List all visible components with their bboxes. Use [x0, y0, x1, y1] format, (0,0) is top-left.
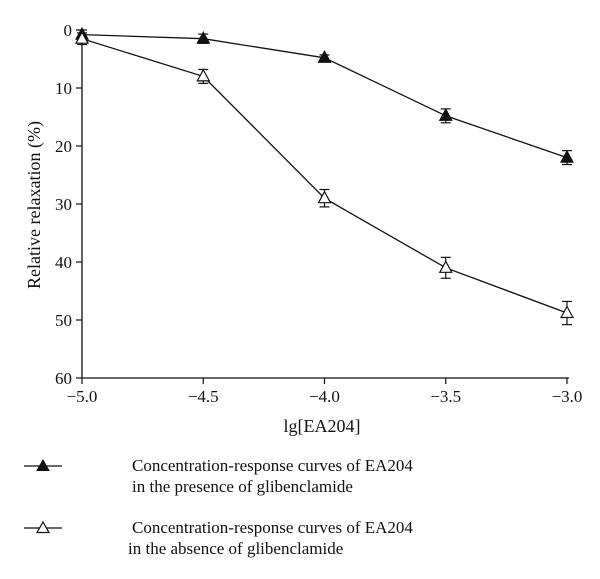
filled-triangle-marker-icon	[24, 458, 62, 471]
y-tick-label: 10	[55, 79, 72, 98]
x-tick-label: −3.5	[430, 387, 461, 406]
legend-label-line-1: Concentration-response curves of EA204	[132, 518, 413, 537]
series-absence	[74, 30, 575, 326]
series-layer	[74, 26, 575, 326]
y-axis-title: Relative relaxation (%)	[24, 121, 45, 289]
data-point	[317, 190, 332, 204]
data-point	[317, 50, 332, 63]
y-tick-label: 40	[55, 253, 72, 272]
data-point	[196, 68, 211, 82]
y-tick-label: 50	[55, 311, 72, 330]
ticks: −5.0 −4.5 −4.0 −3.5 −3.0 0 10 20 30 40 50 60	[55, 21, 582, 406]
x-tick-label: −3.0	[552, 387, 583, 406]
legend-label-line-2: in the presence of glibenclamide	[132, 477, 353, 496]
data-point	[559, 149, 575, 163]
legend: Concentration-response curves of EA204 i…	[20, 455, 580, 579]
open-triangle-marker-icon	[24, 520, 62, 534]
y-tick-label: 20	[55, 137, 72, 156]
legend-label-line-2: in the absence of glibenclamide	[128, 539, 344, 558]
data-point	[559, 305, 575, 319]
x-axis-title: lg[EA204]	[284, 416, 361, 436]
legend-label-line-1: Concentration-response curves of EA204	[132, 456, 413, 475]
x-tick-label: −4.5	[188, 387, 219, 406]
data-point	[438, 260, 453, 273]
series-presence	[74, 26, 575, 166]
legend-label-presence: Concentration-response curves of EA204 i…	[132, 455, 572, 497]
line-chart: −5.0 −4.5 −4.0 −3.5 −3.0 0 10 20 30 40 50 60 lg[EA2…	[24, 21, 582, 436]
data-point	[196, 30, 211, 44]
y-tick-label: 0	[64, 21, 73, 40]
data-point	[74, 30, 90, 44]
x-tick-label: −5.0	[67, 387, 98, 406]
legend-item-absence: Concentration-response curves of EA204 i…	[20, 517, 580, 579]
data-point	[438, 108, 453, 121]
x-tick-label: −4.0	[309, 387, 340, 406]
legend-item-presence: Concentration-response curves of EA204 i…	[20, 455, 580, 517]
legend-label-absence: Concentration-response curves of EA204 i…	[128, 517, 572, 559]
y-tick-label: 30	[55, 195, 72, 214]
series-line	[81, 38, 568, 314]
y-tick-label: 60	[55, 369, 72, 388]
